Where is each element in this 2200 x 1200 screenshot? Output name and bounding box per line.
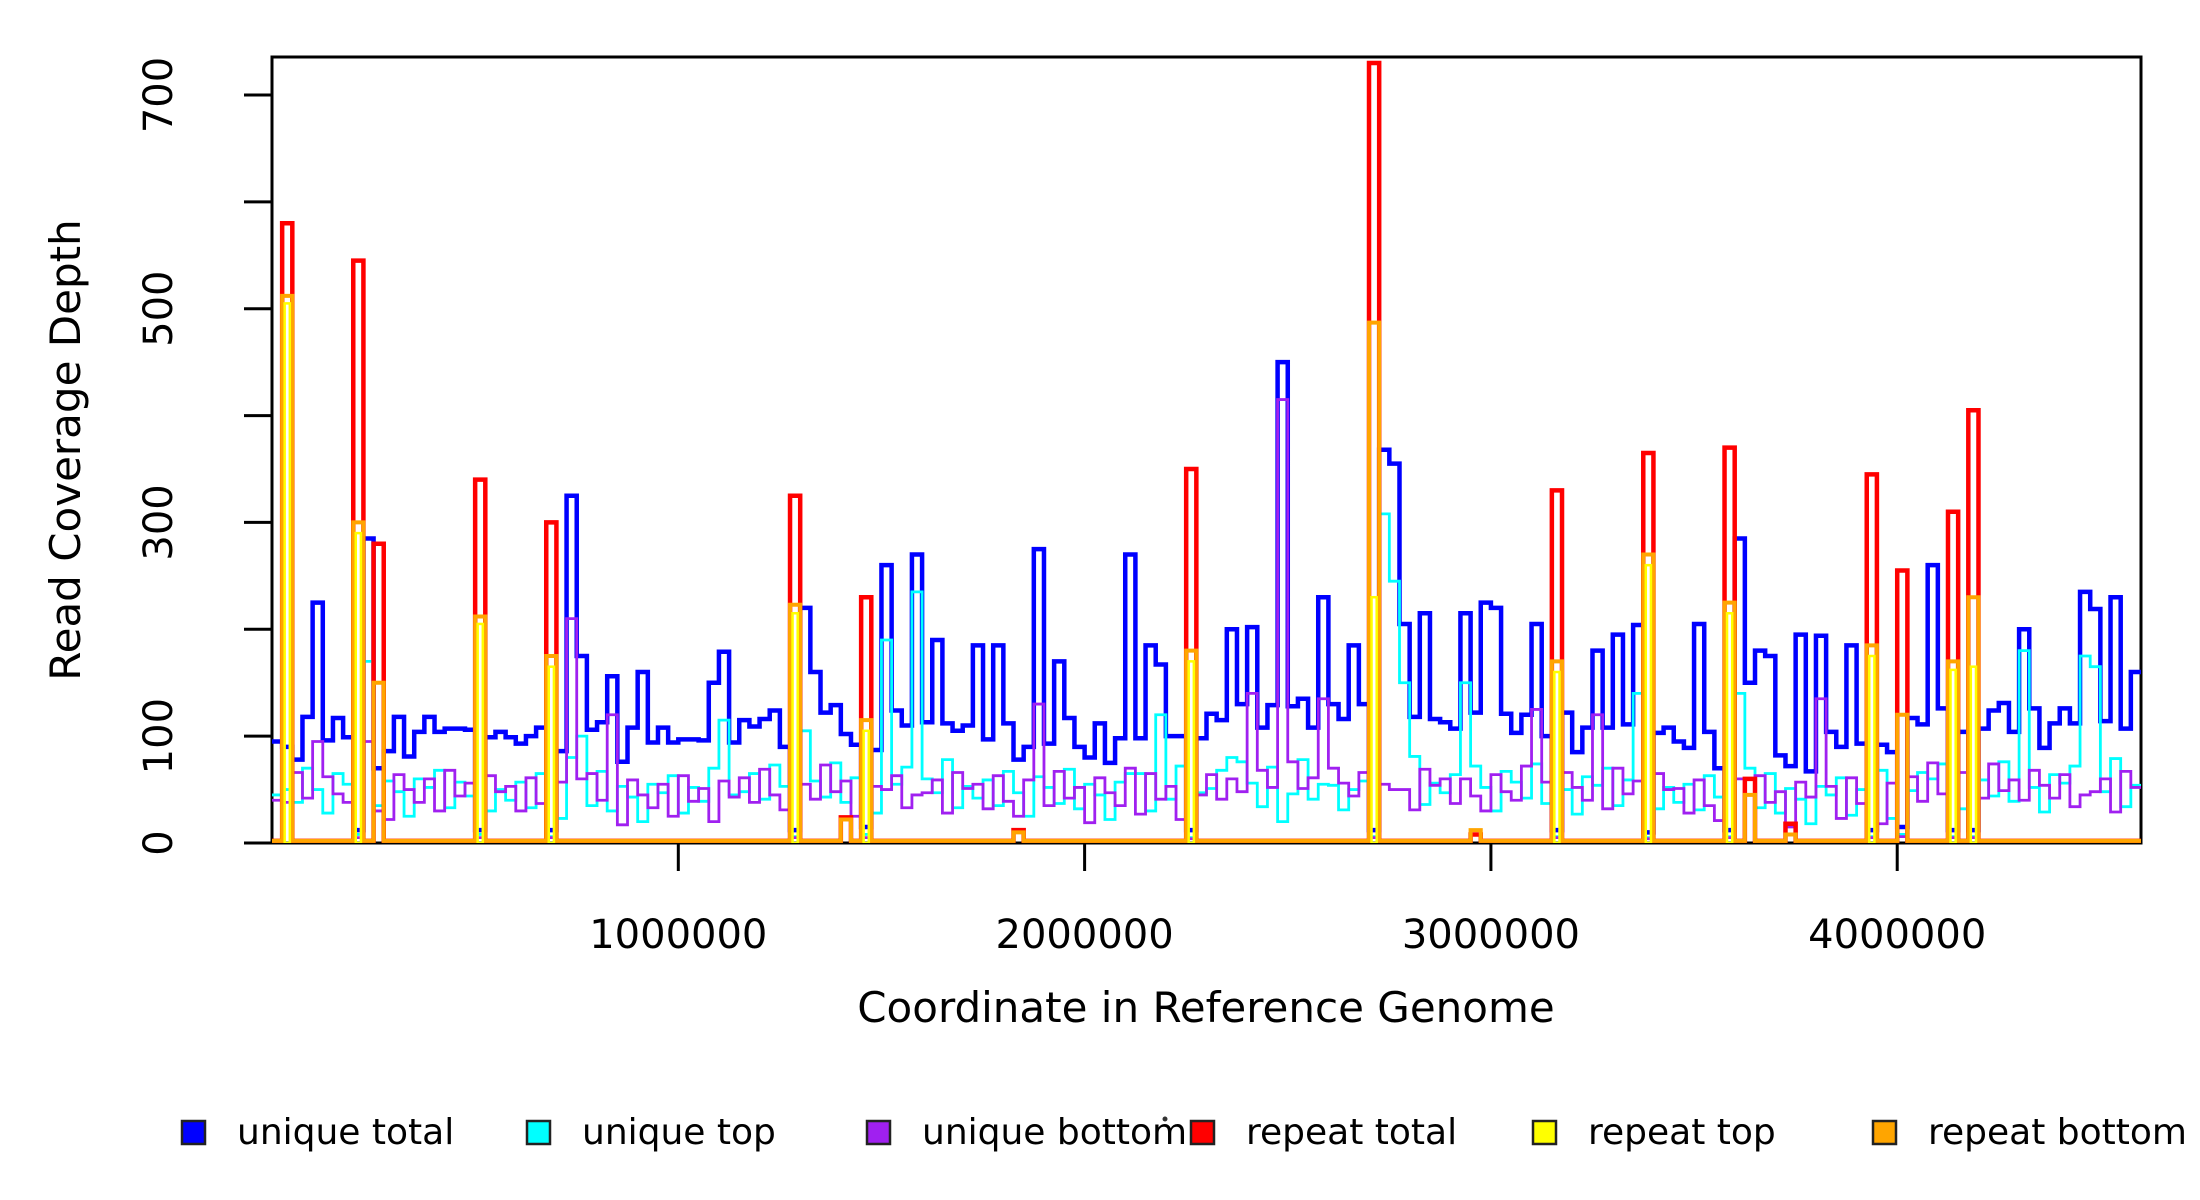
series-repeat-top-column xyxy=(862,729,871,843)
series-unique-total xyxy=(272,359,2141,835)
series-repeat-top-column xyxy=(283,302,292,843)
legend-label-unique-top: unique top xyxy=(582,1112,776,1153)
series-repeat-top-column xyxy=(1553,670,1561,843)
legend-label-repeat-bottom: repeat bottom xyxy=(1928,1112,2187,1153)
series-repeat-top-column xyxy=(791,612,799,843)
series-repeat-top-column xyxy=(1187,660,1196,843)
x-axis-title: Coordinate in Reference Genome xyxy=(857,983,1555,1032)
series-repeat-top-column xyxy=(1644,563,1653,843)
x-tick-label: 4000000 xyxy=(1808,912,1986,958)
y-tick-label: 700 xyxy=(136,57,182,133)
legend-label-unique-total: unique total xyxy=(237,1112,454,1153)
x-tick-label: 1000000 xyxy=(589,912,767,958)
series-repeat-top-column xyxy=(547,665,556,843)
x-tick-label: 2000000 xyxy=(996,912,1174,958)
legend-swatch-unique-top xyxy=(525,1119,552,1146)
series-repeat-top-column xyxy=(476,622,485,843)
x-tick-label: 3000000 xyxy=(1402,912,1580,958)
legend-swatch-repeat-total xyxy=(1189,1119,1216,1146)
stray-dot xyxy=(1162,1116,1168,1122)
y-tick-label: 500 xyxy=(136,271,182,347)
series-repeat-top-column xyxy=(1867,654,1876,843)
series-repeat-top-column xyxy=(1725,612,1734,843)
legend-label-repeat-total: repeat total xyxy=(1246,1112,1457,1153)
legend-swatch-unique-bottom xyxy=(865,1119,892,1146)
legend: unique total unique top unique bottom repea… xyxy=(180,1112,2187,1153)
legend-swatch-repeat-top xyxy=(1531,1119,1558,1146)
legend-label-repeat-top: repeat top xyxy=(1588,1112,1776,1153)
y-axis-title: Read Coverage Depth xyxy=(41,219,90,680)
series-repeat-top-column xyxy=(1949,668,1957,843)
axis-ticks xyxy=(244,93,1899,871)
legend-label-unique-bottom: unique bottom xyxy=(922,1112,1187,1153)
series-repeat-top-column xyxy=(1969,665,1978,843)
series-repeat-bottom xyxy=(272,293,2141,843)
y-tick-label: 300 xyxy=(136,484,182,560)
series-repeat-top-column xyxy=(354,531,363,843)
series-unique-bottom xyxy=(272,398,2141,841)
y-tick-label: 0 xyxy=(136,830,182,855)
legend-swatch-repeat-bottom xyxy=(1871,1119,1898,1146)
series-group xyxy=(272,60,2141,843)
series-repeat-top-column xyxy=(1370,595,1378,843)
legend-swatch-unique-total xyxy=(180,1119,207,1146)
y-tick-label: 100 xyxy=(136,698,182,774)
axis-tick-labels: 0 100 300 500 700 1000000 2000000 3000000 400000… xyxy=(136,57,1986,958)
